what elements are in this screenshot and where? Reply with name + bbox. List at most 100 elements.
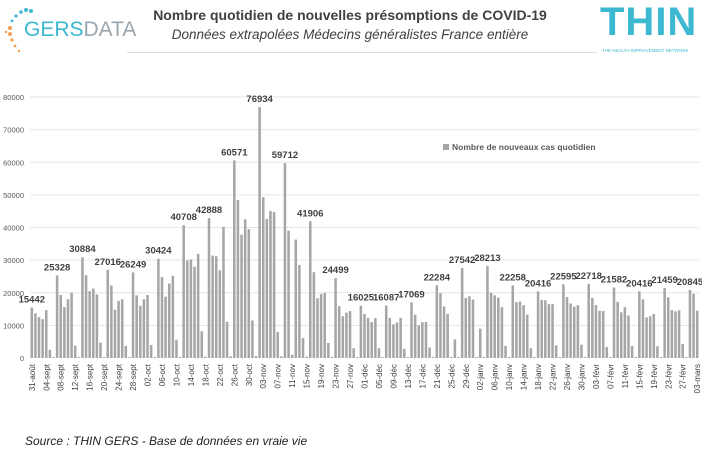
- bar: [157, 258, 160, 358]
- bar: [272, 212, 276, 358]
- bar: [178, 357, 182, 358]
- bar: [652, 313, 656, 358]
- bar: [233, 160, 236, 358]
- bar: [464, 297, 468, 358]
- bar: [363, 313, 366, 358]
- bar: [598, 310, 601, 358]
- data-label: 42888: [196, 205, 222, 216]
- bar: [117, 300, 120, 358]
- bar: [120, 299, 124, 358]
- data-label: 24499: [322, 265, 348, 276]
- bar: [656, 346, 659, 358]
- bar: [160, 277, 164, 358]
- x-tick-label: 23-févr: [664, 364, 673, 389]
- bar: [92, 288, 95, 358]
- gersdata-dots-icon: [4, 8, 33, 53]
- x-tick-label: 03-févr: [592, 364, 601, 389]
- bar: [41, 319, 44, 358]
- bar: [298, 265, 301, 358]
- bar: [601, 311, 605, 358]
- bar: [196, 253, 200, 358]
- data-label: 22718: [575, 271, 601, 282]
- bar: [290, 354, 294, 358]
- bar: [446, 313, 449, 358]
- data-label: 16025: [348, 293, 375, 304]
- bar: [59, 295, 63, 358]
- bar: [319, 294, 323, 358]
- bar: [388, 317, 392, 358]
- x-tick-label: 28-sept: [129, 363, 138, 390]
- bar: [569, 303, 572, 358]
- bar: [225, 321, 229, 358]
- bar: [619, 312, 623, 358]
- x-tick-label: 11-nov: [288, 364, 297, 388]
- bar: [612, 287, 616, 358]
- bar: [189, 259, 193, 358]
- x-tick-label: 15-nov: [303, 364, 312, 388]
- bar: [55, 275, 59, 358]
- bar: [327, 342, 330, 358]
- x-tick-label: 12-sept: [71, 363, 80, 390]
- data-label: 41906: [297, 208, 323, 219]
- bar: [645, 317, 648, 358]
- bar: [131, 272, 135, 358]
- bar: [525, 314, 529, 358]
- bar: [442, 306, 446, 358]
- bar: [175, 339, 178, 358]
- bar: [431, 357, 435, 358]
- bar: [102, 357, 106, 358]
- x-tick-label: 03-nov: [259, 364, 268, 388]
- bar: [551, 304, 554, 358]
- bar: [356, 357, 359, 358]
- y-tick-label: 70000: [3, 126, 24, 135]
- bar: [395, 322, 399, 358]
- bar: [630, 345, 634, 358]
- bar: [99, 342, 102, 358]
- data-label: 59712: [272, 150, 298, 161]
- bar: [478, 328, 482, 358]
- bar: [417, 325, 421, 358]
- source-note: Source : THIN GERS - Base de données en …: [25, 434, 308, 448]
- bar: [529, 348, 533, 358]
- data-label: 22258: [500, 272, 526, 283]
- data-label: 26249: [120, 259, 146, 270]
- thin-tagline: THE HEALTH IMPROVEMENT NETWORK: [602, 48, 689, 53]
- y-tick-label: 80000: [3, 93, 24, 102]
- bar: [659, 357, 663, 358]
- bar: [392, 324, 395, 358]
- x-tick-label: 02-janv: [476, 364, 485, 390]
- data-label: 27016: [95, 257, 121, 268]
- bar: [572, 306, 576, 358]
- bar: [468, 296, 471, 358]
- data-label: 27542: [449, 255, 475, 266]
- bar: [171, 275, 175, 358]
- bar: [515, 302, 518, 358]
- x-tick-label: 08-sept: [57, 363, 66, 390]
- x-tick-label: 11-févr: [621, 364, 630, 389]
- thin-wordmark: THIN: [600, 0, 698, 44]
- bar: [674, 311, 677, 358]
- data-label: 20416: [626, 278, 652, 289]
- x-tick-label: 07-févr: [606, 364, 615, 389]
- y-tick-label: 50000: [3, 191, 24, 200]
- bar: [583, 357, 587, 358]
- bar: [149, 344, 153, 358]
- x-tick-label: 18-oct: [201, 363, 210, 386]
- bar: [52, 357, 55, 358]
- bar: [457, 357, 460, 358]
- bar: [522, 305, 525, 358]
- bar: [471, 299, 475, 358]
- x-tick-label: 31-août: [28, 363, 37, 391]
- bar: [507, 357, 511, 358]
- y-tick-label: 0: [20, 354, 24, 363]
- bar: [240, 234, 243, 358]
- bar: [374, 318, 377, 358]
- bar: [406, 357, 410, 358]
- bar: [193, 266, 196, 358]
- bar: [424, 322, 428, 358]
- x-tick-label: 02-oct: [144, 363, 153, 386]
- bar: [312, 272, 316, 358]
- bar: [113, 309, 117, 358]
- x-tick-label: 19-févr: [650, 364, 659, 389]
- bar: [88, 291, 91, 358]
